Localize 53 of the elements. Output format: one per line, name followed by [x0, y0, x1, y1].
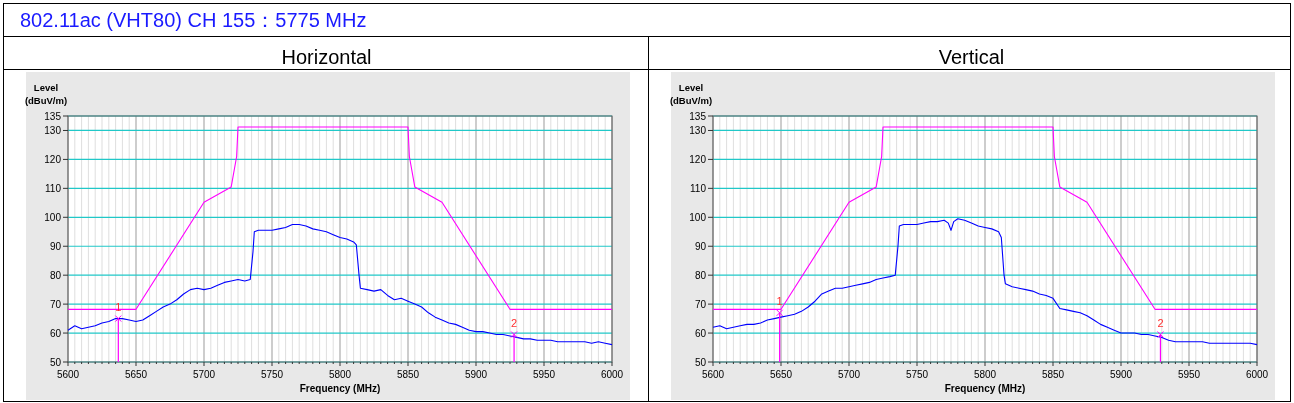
- text: 802.11ac (VHT80) CH 155：5775 MHz: [20, 9, 367, 31]
- x-tick-label: 5800: [328, 369, 352, 380]
- y-tick-label: 135: [44, 110, 62, 122]
- y-tick-label: 130: [689, 124, 707, 136]
- x-axis-title: Frequency (MHz): [944, 383, 1026, 394]
- x-tick-label: 5950: [532, 369, 556, 380]
- y-tick-label: 60: [49, 327, 62, 339]
- annotation: 2: [1157, 316, 1164, 329]
- annotation: 1: [115, 300, 122, 313]
- x-axis-title: Frequency (MHz): [299, 383, 381, 394]
- y-tick-label: 90: [694, 240, 707, 252]
- y-tick-label: 50: [694, 356, 707, 368]
- y-tick-label: 70: [49, 298, 62, 310]
- line-series: [712, 218, 1258, 346]
- y-tick-label: 60: [694, 327, 707, 339]
- y-tick-label: 50: [49, 356, 62, 368]
- x-tick-label: 5600: [701, 369, 725, 380]
- x-tick-label: 5850: [396, 369, 420, 380]
- y-tick-label: 120: [689, 153, 707, 165]
- x-tick-label: 5800: [973, 369, 997, 380]
- line-series: [712, 126, 1258, 310]
- y-tick-label: 70: [694, 298, 707, 310]
- line-series: [67, 223, 613, 346]
- x-tick-label: 5750: [905, 369, 929, 380]
- x-tick-label: 5900: [1109, 369, 1133, 380]
- x-tick-label: 5900: [464, 369, 488, 380]
- y-tick-label: 100: [689, 211, 707, 223]
- annotation: 1: [776, 294, 783, 307]
- y-tick-label: 120: [44, 153, 62, 165]
- x-tick-label: 5850: [1041, 369, 1065, 380]
- x-tick-label: 5700: [192, 369, 216, 380]
- x-tick-label: 5600: [56, 369, 80, 380]
- x-tick-label: 5950: [1177, 369, 1201, 380]
- x-tick-label: 5650: [124, 369, 148, 380]
- annotation: 2: [511, 316, 518, 329]
- y-tick-label: 100: [44, 211, 62, 223]
- y-tick-label: 90: [49, 240, 62, 252]
- x-tick-label: 5750: [260, 369, 284, 380]
- y-axis-title: Level (dBuV/m): [669, 82, 713, 106]
- y-tick-label: 135: [689, 110, 707, 122]
- y-axis-title: Level (dBuV/m): [24, 82, 68, 106]
- chart-title: Horizontal: [281, 46, 372, 68]
- y-tick-label: 110: [690, 182, 707, 194]
- x-tick-label: 5650: [769, 369, 793, 380]
- y-tick-label: 110: [45, 182, 62, 194]
- y-tick-label: 80: [49, 269, 62, 281]
- x-tick-label: 6000: [1245, 369, 1269, 380]
- y-tick-label: 130: [44, 124, 62, 136]
- line-series: [67, 126, 613, 310]
- chart-title: Vertical: [938, 46, 1005, 68]
- y-tick-label: 80: [694, 269, 707, 281]
- x-tick-label: 6000: [600, 369, 624, 380]
- x-tick-label: 5700: [837, 369, 861, 380]
